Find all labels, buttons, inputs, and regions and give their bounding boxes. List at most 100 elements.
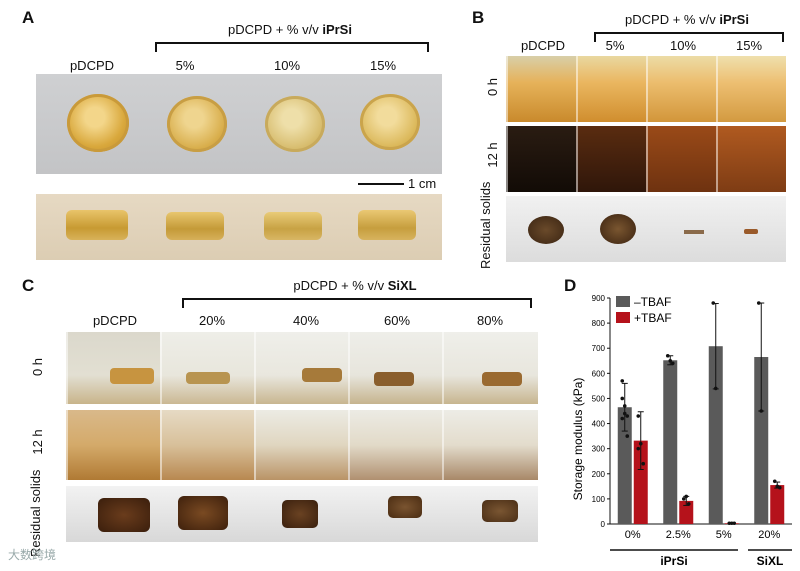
side-10pct xyxy=(264,212,322,240)
data-point xyxy=(665,353,670,358)
c-solid-3 xyxy=(282,500,318,528)
bar-plus-tbaf xyxy=(633,440,648,524)
panel-c-bracket xyxy=(182,298,532,308)
c-0h-vial-4 xyxy=(348,332,444,404)
data-point xyxy=(729,521,734,526)
y-tick-label: 0 xyxy=(601,520,606,529)
b-0h-vial-4 xyxy=(716,56,786,122)
chart-ylabel: Storage modulus (kPa) xyxy=(571,378,585,501)
data-point xyxy=(732,521,737,526)
b-12h-vial-3 xyxy=(646,126,718,192)
data-point xyxy=(713,386,718,391)
panel-b-12h-photo xyxy=(506,126,786,192)
c-0h-sample-1 xyxy=(110,368,154,384)
watermark: 大数跨境 xyxy=(8,548,57,562)
c-0h-sample-3 xyxy=(302,368,342,382)
panel-c-12h-photo xyxy=(66,410,538,480)
data-point xyxy=(684,494,689,499)
c-12h-vial-3 xyxy=(254,410,350,480)
data-point xyxy=(620,396,625,401)
panel-c-row-solids: Residual solids xyxy=(28,469,43,557)
side-15pct xyxy=(358,210,416,240)
x-tick-label: 2.5% xyxy=(666,529,691,541)
data-point xyxy=(622,411,627,416)
panel-b-bracket-title: pDCPD + % v/v iPrSi xyxy=(625,12,749,27)
panel-b-col-1: pDCPD xyxy=(520,38,566,53)
b-solid-3 xyxy=(684,230,704,234)
data-point xyxy=(636,446,641,451)
panel-c-row-0h: 0 h xyxy=(30,357,45,377)
b-0h-vial-3 xyxy=(646,56,718,122)
y-tick-label: 800 xyxy=(592,319,606,328)
legend-label-plus: +TBAF xyxy=(634,311,672,325)
data-point xyxy=(681,497,686,501)
data-point xyxy=(625,434,630,438)
panel-c-col-2: 20% xyxy=(198,313,226,328)
y-tick-label: 600 xyxy=(592,369,606,378)
panel-c-col-1: pDCPD xyxy=(92,313,138,328)
data-point xyxy=(727,521,732,526)
panel-b-label: B xyxy=(472,8,485,27)
x-tick-label: 20% xyxy=(758,529,780,541)
data-point xyxy=(620,416,625,421)
panel-b-col-3: 10% xyxy=(669,38,697,53)
c-12h-vial-4 xyxy=(348,410,444,480)
data-point xyxy=(686,502,691,506)
data-point xyxy=(641,461,646,466)
data-point xyxy=(772,479,777,484)
panel-a-bracket xyxy=(155,42,429,52)
storage-modulus-chart: Storage modulus (kPa) 0 100 200 300 400 500 60… xyxy=(571,294,792,568)
data-point xyxy=(670,361,675,366)
panel-a-col-3: 10% xyxy=(273,58,301,73)
disc-pdcpd xyxy=(67,94,129,152)
panel-a-label: A xyxy=(22,8,35,27)
panel-a-bracket-title: pDCPD + % v/v iPrSi xyxy=(228,22,352,37)
panel-c-col-4: 60% xyxy=(383,313,411,328)
c-0h-vial-2 xyxy=(160,332,256,404)
legend-swatch-plus xyxy=(616,312,630,323)
panel-c-0h-photo xyxy=(66,332,538,404)
c-solid-5 xyxy=(482,500,518,522)
y-tick-label: 400 xyxy=(592,420,606,429)
panel-c-col-3: 40% xyxy=(292,313,320,328)
disc-15pct xyxy=(360,94,420,150)
side-pdcpd xyxy=(66,210,128,240)
c-solid-1 xyxy=(98,498,150,532)
panel-b-bracket xyxy=(594,32,784,42)
b-12h-vial-2 xyxy=(576,126,648,192)
scale-bar-label: 1 cm xyxy=(408,176,437,191)
data-point xyxy=(622,404,627,408)
panel-c-solids-photo xyxy=(66,486,538,542)
data-point xyxy=(668,358,673,363)
data-point xyxy=(620,379,625,383)
c-solid-2 xyxy=(178,496,228,530)
b-solid-1 xyxy=(528,216,564,244)
disc-10pct xyxy=(265,96,325,152)
c-12h-vial-5 xyxy=(442,410,538,480)
bar-plus-tbaf xyxy=(770,485,785,524)
b-0h-vial-1 xyxy=(506,56,578,122)
y-tick-label: 100 xyxy=(592,495,606,504)
data-point xyxy=(711,301,716,305)
data-point xyxy=(777,485,782,490)
data-point xyxy=(638,441,643,446)
legend-swatch-minus xyxy=(616,296,630,307)
c-0h-sample-2 xyxy=(186,372,230,384)
group-label-sixl: SiXL xyxy=(757,554,784,568)
bar-minus-tbaf xyxy=(754,357,769,524)
y-tick-label: 900 xyxy=(592,294,606,303)
data-point xyxy=(636,414,641,418)
panel-a-col-2: 5% xyxy=(175,58,195,73)
group-label-iprsi: iPrSi xyxy=(660,554,687,568)
panel-b-row-12h: 12 h xyxy=(485,142,500,168)
b-0h-vial-2 xyxy=(576,56,648,122)
panel-a-top-photo xyxy=(36,74,442,174)
disc-5pct xyxy=(167,96,227,152)
c-0h-sample-5 xyxy=(482,372,522,386)
data-point xyxy=(759,409,764,413)
panel-b-row-solids: Residual solids xyxy=(478,181,493,269)
bar-minus-tbaf xyxy=(708,346,723,524)
scale-bar xyxy=(358,183,404,185)
panel-b-0h-photo xyxy=(506,56,786,122)
panel-a-side-photo xyxy=(36,194,442,260)
